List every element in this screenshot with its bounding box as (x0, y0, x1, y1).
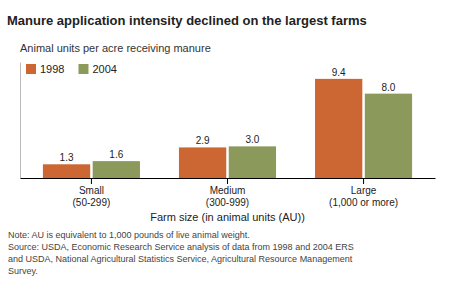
legend: 1998 2004 (26, 63, 117, 75)
x-tick-label-line: Medium (210, 185, 246, 196)
title: Manure application intensity declined on… (7, 13, 367, 28)
legend-swatch (78, 64, 88, 74)
data-label: 8.0 (382, 82, 396, 93)
legend-label: 1998 (40, 63, 64, 75)
data-label: 1.3 (60, 152, 74, 163)
bar (365, 94, 412, 178)
note: Note: AU is equivalent to 1,000 pounds o… (8, 230, 354, 276)
x-tick-label-line: Large (351, 185, 377, 196)
subtitle: Animal units per acre receiving manure (20, 42, 211, 54)
y-axis-line (20, 63, 21, 179)
note-line: Source: USDA, Economic Research Service … (8, 242, 354, 252)
x-tick: Medium(300-999) (206, 178, 249, 208)
bar (229, 146, 276, 178)
legend-label: 2004 (92, 63, 116, 75)
x-tick-mark (363, 178, 364, 184)
x-tick-label: Small(50-299) (73, 185, 111, 208)
x-tick-label: Large(1,000 or more) (329, 185, 398, 208)
chart: Manure application intensity declined on… (0, 0, 450, 301)
legend-item: 1998 (26, 63, 64, 75)
bar (315, 79, 362, 178)
x-tick-label-line: Small (79, 185, 104, 196)
x-tick-mark (91, 178, 92, 184)
note-line: Survey. (8, 266, 38, 276)
x-tick: Small(50-299) (73, 178, 111, 208)
x-tick-mark (227, 178, 228, 184)
data-labels: 1.3 2.9 9.4 1.6 3.0 8.0 (60, 67, 396, 163)
note-line: Note: AU is equivalent to 1,000 pounds o… (8, 230, 250, 240)
y-axis (20, 63, 21, 179)
x-tick-label-line: (50-299) (73, 197, 111, 208)
data-label: 9.4 (332, 67, 346, 78)
data-label: 3.0 (245, 134, 259, 145)
bar (93, 161, 140, 178)
legend-item: 2004 (78, 63, 116, 75)
note-line: and USDA, National Agricultural Statisti… (8, 254, 353, 264)
x-axis-title: Farm size (in animal units (AU)) (150, 211, 305, 223)
bar (179, 147, 226, 178)
bars (43, 79, 412, 178)
x-axis: Small(50-299) Medium(300-999) Large(1,000 … (21, 178, 436, 208)
bar (43, 164, 90, 178)
x-tick-label-line: (1,000 or more) (329, 197, 398, 208)
data-label: 2.9 (196, 135, 210, 146)
x-tick-label-line: (300-999) (206, 197, 249, 208)
x-tick: Large(1,000 or more) (329, 178, 398, 208)
x-tick-label: Medium(300-999) (206, 185, 249, 208)
data-label: 1.6 (109, 149, 123, 160)
legend-swatch (26, 64, 36, 74)
